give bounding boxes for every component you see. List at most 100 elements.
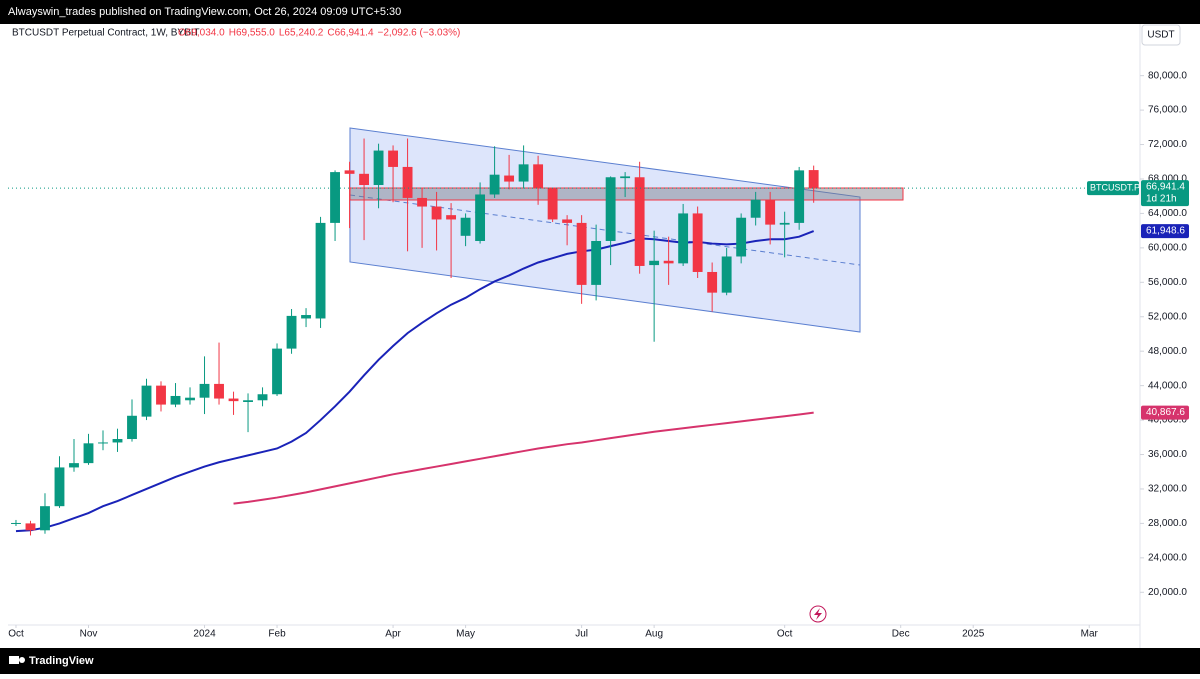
candle-body — [446, 215, 457, 220]
candle-body — [402, 166, 413, 198]
legend-value: O69,034.0 — [178, 28, 225, 39]
y-tick-label: 72,000.0 — [1148, 139, 1187, 150]
lightning-icon — [809, 605, 827, 623]
candle-body — [794, 170, 805, 223]
symbol-box — [1087, 181, 1139, 196]
y-tick-label: 56,000.0 — [1148, 277, 1187, 288]
symbol-label: BTCUSDT.P — [1090, 182, 1140, 192]
candle-body — [98, 442, 108, 444]
y-tick-label: 64,000.0 — [1148, 208, 1187, 219]
candle-body — [69, 463, 79, 468]
candle-body — [736, 217, 747, 257]
candle-body — [576, 222, 587, 285]
candle-body — [591, 240, 602, 285]
y-tick-label: 40,000.0 — [1148, 415, 1187, 426]
candle-body — [692, 213, 703, 272]
header-bar — [0, 0, 1200, 24]
candle-body — [721, 256, 732, 293]
legend-value: H69,555.0 — [229, 28, 276, 39]
y-tick-label: 76,000.0 — [1148, 105, 1187, 116]
candle-body — [779, 222, 790, 225]
candle-body — [228, 398, 239, 402]
y-tick-label: 20,000.0 — [1148, 587, 1187, 598]
x-tick-label: Nov — [80, 629, 98, 640]
y-tick-label: 28,000.0 — [1148, 518, 1187, 529]
currency: USDT — [1147, 30, 1174, 41]
candle-body — [25, 523, 36, 531]
candle-body — [330, 172, 340, 223]
candle-body — [83, 443, 94, 464]
candle-body — [808, 170, 819, 189]
candle-body — [562, 219, 573, 223]
candle-body — [475, 194, 486, 241]
series-price-label: 61,948.6 — [1146, 226, 1185, 237]
candle-body — [54, 467, 65, 507]
candle-body — [504, 175, 515, 182]
x-tick-label: May — [456, 629, 475, 640]
currency-box — [1141, 24, 1181, 46]
candle-body — [272, 348, 282, 395]
candle-body — [243, 400, 253, 402]
moving-average-line — [233, 411, 814, 505]
series-price-label: 40,867.6 — [1146, 407, 1185, 418]
x-tick-label: 2025 — [962, 629, 985, 640]
candle-body — [214, 383, 224, 399]
footer-bar — [0, 648, 1200, 674]
y-tick-label: 52,000.0 — [1148, 311, 1187, 322]
candle-body — [605, 177, 616, 241]
candle-body — [127, 415, 137, 440]
candle-body — [156, 385, 166, 405]
y-tick-label: 68,000.0 — [1148, 174, 1187, 185]
x-tick-label: Mar — [1081, 629, 1099, 640]
x-tick-label: Oct — [8, 629, 24, 640]
y-tick-label: 36,000.0 — [1148, 449, 1187, 460]
candle-body — [170, 395, 181, 405]
legend-value: C66,941.4 — [327, 28, 374, 39]
candle-body — [533, 164, 544, 189]
candle-body — [765, 199, 776, 225]
candle-body — [257, 394, 268, 401]
candle-body — [678, 213, 689, 264]
legend-value: −2,092.6 (−3.03%) — [378, 28, 461, 39]
x-tick-label: Aug — [645, 629, 663, 640]
x-tick-label: Apr — [385, 629, 401, 640]
y-tick-label: 60,000.0 — [1148, 243, 1187, 254]
y-tick-label: 44,000.0 — [1148, 380, 1187, 391]
last-price-box — [1141, 180, 1189, 207]
candle-body — [620, 176, 631, 179]
candle-body — [112, 439, 123, 443]
candle-body — [417, 197, 428, 207]
y-tick-label: 48,000.0 — [1148, 346, 1187, 357]
candle-body — [634, 177, 645, 266]
candle-body — [185, 397, 195, 401]
x-tick-label: Dec — [892, 629, 910, 640]
resistance-zone — [349, 187, 904, 201]
candle-body — [344, 170, 355, 174]
header-text: Alwayswin_trades published on TradingVie… — [8, 6, 401, 18]
footer-text: TradingView — [29, 655, 94, 667]
candle-body — [40, 506, 50, 531]
candle-body — [663, 260, 674, 264]
x-tick-label: Feb — [268, 629, 286, 640]
candle-body — [11, 522, 21, 524]
x-tick-label: 2024 — [193, 629, 216, 640]
candle-body — [141, 385, 152, 417]
footer-logo — [9, 656, 25, 664]
candle-body — [286, 315, 297, 349]
candle-body — [460, 217, 471, 236]
y-tick-label: 24,000.0 — [1148, 552, 1187, 563]
x-tick-label: Oct — [777, 629, 793, 640]
candle-body — [388, 150, 398, 167]
candle-body — [301, 315, 311, 319]
candle-body — [373, 150, 384, 186]
legend-value: L65,240.2 — [279, 28, 324, 39]
candle-body — [315, 222, 326, 319]
candle-body — [649, 260, 660, 266]
candle-body — [359, 173, 369, 186]
candle-body — [707, 271, 718, 293]
chart-title: BTCUSDT Perpetual Contract, 1W, BYBIT — [12, 28, 200, 39]
channel-drawing — [349, 127, 861, 333]
series-price-box — [1141, 405, 1189, 420]
candle-body — [750, 199, 761, 218]
candle-body — [518, 164, 529, 182]
